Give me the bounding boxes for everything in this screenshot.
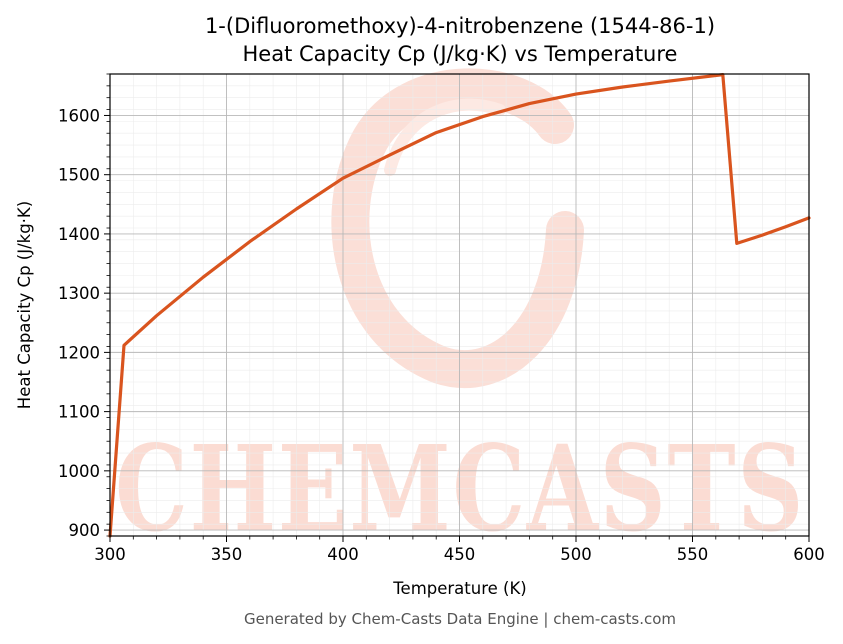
chart-title-line2: Heat Capacity Cp (J/kg·K) vs Temperature bbox=[243, 42, 678, 66]
x-tick-label: 550 bbox=[677, 545, 709, 564]
footer-text: Generated by Chem-Casts Data Engine | ch… bbox=[244, 610, 676, 628]
y-tick-label: 900 bbox=[69, 521, 101, 540]
y-tick-label: 1400 bbox=[58, 225, 100, 244]
x-tick-label: 400 bbox=[327, 545, 359, 564]
y-tick-label: 1300 bbox=[58, 284, 100, 303]
y-tick-label: 1200 bbox=[58, 343, 100, 362]
y-axis-label: Heat Capacity Cp (J/kg·K) bbox=[15, 201, 34, 409]
x-axis-label: Temperature (K) bbox=[392, 579, 526, 598]
x-tick-label: 300 bbox=[94, 545, 126, 564]
y-tick-label: 1500 bbox=[58, 166, 100, 185]
y-axis: 900 1000 1100 1200 1300 1400 1500 1600 bbox=[58, 73, 110, 540]
y-tick-label: 1000 bbox=[58, 462, 100, 481]
chart-title-line1: 1-(Difluoromethoxy)-4-nitrobenzene (1544… bbox=[205, 14, 715, 38]
x-tick-label: 600 bbox=[793, 545, 825, 564]
x-tick-label: 500 bbox=[560, 545, 592, 564]
x-tick-label: 450 bbox=[444, 545, 476, 564]
series-line bbox=[108, 72, 811, 538]
grid-major bbox=[109, 74, 810, 536]
x-axis: 300 350 400 450 500 550 600 bbox=[94, 536, 825, 564]
x-tick-label: 350 bbox=[211, 545, 243, 564]
y-tick-label: 1600 bbox=[58, 106, 100, 125]
y-tick-label: 1100 bbox=[58, 403, 100, 422]
